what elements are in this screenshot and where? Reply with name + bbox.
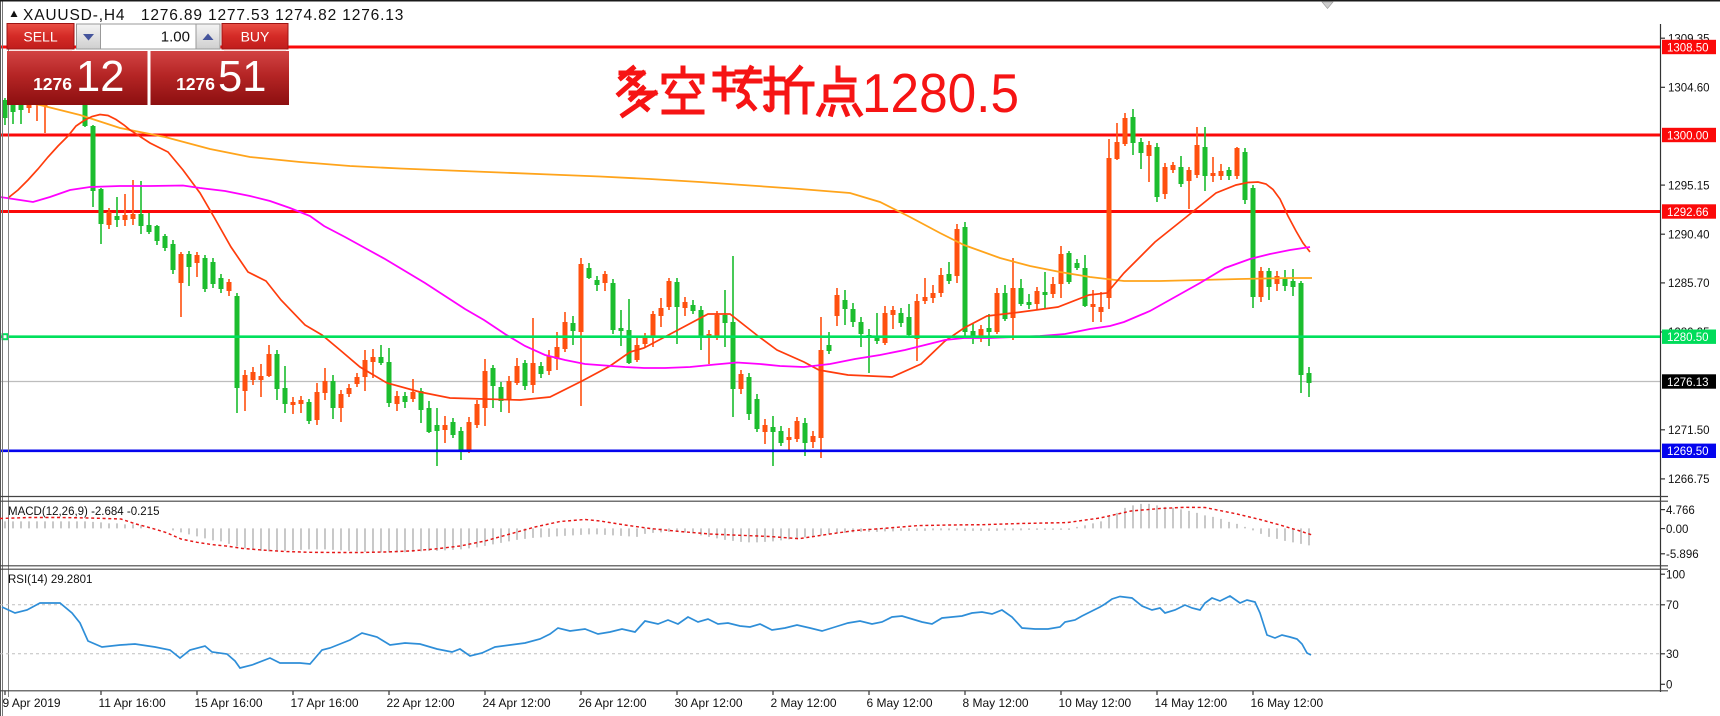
svg-text:4.766: 4.766 [1666, 505, 1695, 517]
svg-text:12: 12 [76, 53, 124, 101]
svg-text:15 Apr 16:00: 15 Apr 16:00 [195, 696, 263, 710]
svg-text:SELL: SELL [23, 29, 57, 45]
svg-text:70: 70 [1666, 600, 1679, 612]
svg-text:100: 100 [1666, 569, 1685, 581]
svg-text:RSI(14) 29.2801: RSI(14) 29.2801 [8, 574, 92, 586]
svg-text:1276: 1276 [176, 74, 215, 94]
svg-text:14 May 12:00: 14 May 12:00 [1155, 696, 1228, 710]
svg-text:6 May 12:00: 6 May 12:00 [867, 696, 933, 710]
svg-text:30: 30 [1666, 649, 1679, 661]
svg-text:1266.75: 1266.75 [1668, 474, 1710, 486]
svg-text:30 Apr 12:00: 30 Apr 12:00 [675, 696, 743, 710]
svg-text:BUY: BUY [241, 29, 270, 45]
svg-text:1295.15: 1295.15 [1668, 180, 1710, 192]
svg-text:1285.70: 1285.70 [1668, 278, 1710, 290]
svg-text:16 May 12:00: 16 May 12:00 [1251, 696, 1324, 710]
svg-text:11 Apr 16:00: 11 Apr 16:00 [99, 696, 166, 710]
svg-text:17 Apr 16:00: 17 Apr 16:00 [291, 696, 359, 710]
svg-text:9 Apr 2019: 9 Apr 2019 [3, 696, 61, 710]
svg-text:2 May 12:00: 2 May 12:00 [771, 696, 837, 710]
svg-text:-5.896: -5.896 [1666, 549, 1699, 561]
svg-text:1269.50: 1269.50 [1667, 446, 1709, 458]
svg-text:8 May 12:00: 8 May 12:00 [963, 696, 1029, 710]
svg-text:0.00: 0.00 [1666, 524, 1688, 536]
svg-text:24 Apr 12:00: 24 Apr 12:00 [483, 696, 551, 710]
svg-text:10 May 12:00: 10 May 12:00 [1059, 696, 1132, 710]
svg-text:1304.60: 1304.60 [1668, 83, 1710, 95]
svg-text:1300.00: 1300.00 [1667, 130, 1709, 142]
svg-text:22 Apr 12:00: 22 Apr 12:00 [387, 696, 455, 710]
svg-text:XAUUSD-,H4 1276.89 1277.53 1: XAUUSD-,H4 1276.89 1277.53 1274.82 1276.… [23, 7, 404, 24]
svg-text:51: 51 [218, 53, 266, 101]
svg-text:1308.50: 1308.50 [1667, 42, 1709, 54]
svg-text:1292.66: 1292.66 [1667, 207, 1709, 219]
svg-text:1280.5: 1280.5 [862, 62, 1019, 124]
svg-text:MACD(12,26,9) -2.684 -0.215: MACD(12,26,9) -2.684 -0.215 [8, 506, 160, 518]
svg-text:1280.50: 1280.50 [1667, 332, 1709, 344]
svg-text:1290.40: 1290.40 [1668, 229, 1710, 241]
svg-text:26 Apr 12:00: 26 Apr 12:00 [579, 696, 647, 710]
svg-text:0: 0 [1666, 680, 1672, 692]
svg-text:1276: 1276 [33, 74, 72, 94]
svg-text:1.00: 1.00 [161, 29, 190, 46]
svg-text:1276.13: 1276.13 [1667, 377, 1709, 389]
svg-text:1271.50: 1271.50 [1668, 425, 1710, 437]
